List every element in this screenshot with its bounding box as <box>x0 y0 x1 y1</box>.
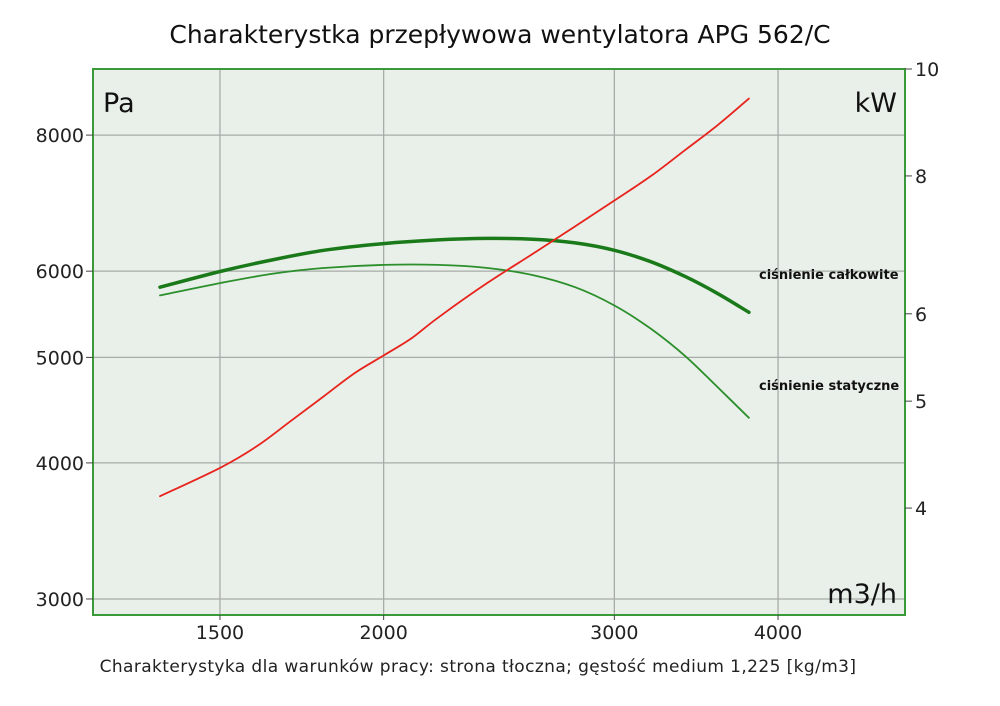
series-layer <box>158 97 751 498</box>
axes: 1500 2000 3000 4000 3000 4000 5000 6000 8000 4 5 6 8… <box>36 59 940 644</box>
y-right-tick-label: 4 <box>915 498 927 520</box>
y-right-tick-label: 10 <box>915 59 939 81</box>
y-left-tick-label: 6000 <box>36 261 84 283</box>
x-unit-label: m3/h <box>827 579 897 610</box>
series-static-pressure-line <box>159 263 750 419</box>
y-left-tick-label: 5000 <box>36 347 84 369</box>
x-tick-label: 1500 <box>196 622 244 644</box>
plot-frame <box>92 68 906 616</box>
annotation-static-pressure: ciśnienie statyczne <box>759 379 899 394</box>
y-right-tick-label: 5 <box>915 391 927 413</box>
annotation-total-pressure: ciśnienie całkowite <box>759 268 899 283</box>
x-tick-label: 4000 <box>754 622 802 644</box>
y-right-tick-label: 6 <box>915 304 927 326</box>
y-right-tick-label: 8 <box>915 166 927 188</box>
series-total-pressure-line <box>158 236 751 315</box>
plot-area <box>93 69 905 615</box>
y-right-unit-label: kW <box>855 88 897 119</box>
x-tick-label: 2000 <box>359 622 407 644</box>
chart-footnote: Charakterystyka dla warunków pracy: stro… <box>99 657 857 677</box>
y-left-tick-label: 4000 <box>36 453 84 475</box>
y-left-tick-label: 8000 <box>36 125 84 147</box>
series-power-line <box>159 97 750 498</box>
y-left-unit-label: Pa <box>103 88 135 119</box>
chart-title: Charakterystka przepływowa wentylatora A… <box>169 20 831 49</box>
y-left-tick-label: 3000 <box>36 589 84 611</box>
x-tick-label: 3000 <box>590 622 638 644</box>
